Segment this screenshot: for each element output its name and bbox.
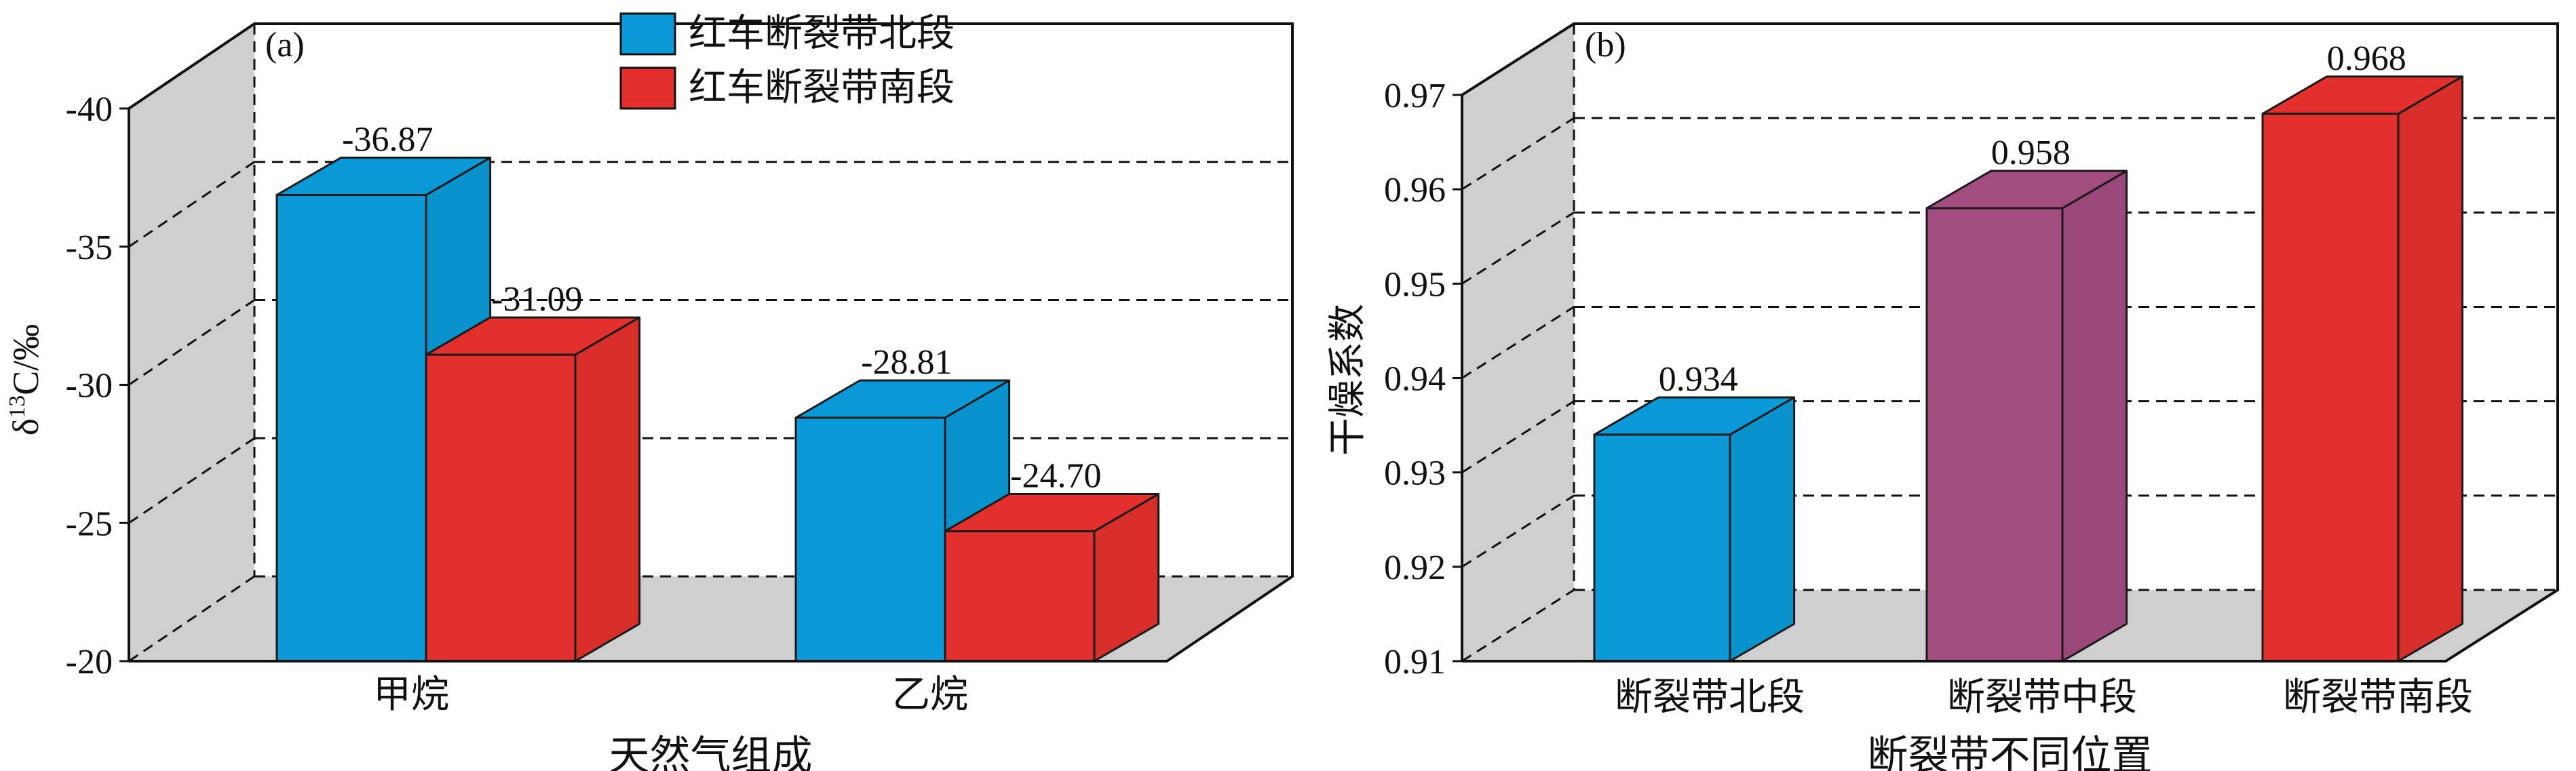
y-tick-label: -30 [66, 367, 113, 406]
x-tick-label: 断裂带北段 [1615, 675, 1805, 719]
gridline [1461, 306, 1575, 379]
gridline [1461, 589, 1575, 663]
bar-1-value-label: 0.958 [1991, 134, 2071, 172]
bar-south-0 [425, 353, 577, 663]
bar-south-0-value-label: -31.09 [491, 280, 582, 319]
bar-north-0 [275, 194, 427, 663]
bar-south-1-value-label: -24.70 [1010, 456, 1101, 495]
y-tick-label: 0.97 [1384, 77, 1446, 115]
y-tick-label: 0.94 [1384, 360, 1446, 399]
y-tick-label: -20 [66, 643, 113, 681]
gridline [128, 299, 255, 386]
y-tick-label: -25 [66, 505, 113, 543]
y-tick-label: 0.92 [1384, 549, 1446, 587]
bar-north-0-value-label: -36.87 [342, 121, 433, 159]
panel-b: 0.934 断裂带北段 0.958 断裂带中段 0.968 断裂带南段 0.97 0.96 0.… [1326, 22, 2559, 771]
x-axis-title: 断裂带不同位置 [1868, 732, 2153, 771]
bar-2 [2261, 113, 2400, 663]
gridline [128, 161, 255, 248]
bar-0-side [1729, 396, 1796, 663]
bar-0-value-label: 0.934 [1659, 360, 1738, 399]
y-tick-label: -35 [66, 229, 113, 267]
legend-swatch-1 [619, 66, 676, 110]
panel-a: -36.87 -31.09 甲烷 -28.81 -24.70 乙烷 -40 -35 -30 -25… [5, 12, 1294, 771]
bar-south-1 [944, 530, 1096, 663]
y-tick-label: 0.91 [1384, 643, 1446, 681]
y-tick-label: 0.96 [1384, 171, 1446, 210]
bar-south-0-side [574, 316, 641, 663]
legend-label-1: 红车断裂带南段 [689, 66, 955, 110]
x-axis-title: 天然气组成 [609, 732, 813, 771]
legend-label-0: 红车断裂带北段 [689, 12, 955, 56]
y-tick-label: 0.95 [1384, 265, 1446, 304]
x-tick-label: 断裂带中段 [1947, 675, 2137, 719]
gridline [1461, 117, 1575, 191]
gridline [128, 575, 255, 663]
gridline [128, 437, 255, 524]
y-axis-title: δ13C/‰ [5, 324, 46, 435]
y-axis-title: 干燥系数 [1326, 304, 1370, 456]
panel-label: (b) [1585, 26, 1626, 64]
x-tick-label: 甲烷 [373, 673, 449, 717]
bar-1 [1925, 207, 2064, 663]
side-wall [1462, 24, 1574, 661]
panel-label: (a) [265, 26, 305, 64]
x-tick-label: 乙烷 [892, 673, 968, 717]
x-tick-label: 断裂带南段 [2283, 675, 2473, 719]
bar-0 [1593, 433, 1731, 663]
gridline [1461, 400, 1575, 473]
y-tick-label: -40 [66, 90, 113, 129]
bar-2-side [2397, 75, 2464, 663]
bar-north-1 [794, 416, 946, 663]
y-tick-label: 0.93 [1384, 454, 1446, 493]
bar-north-1-value-label: -28.81 [861, 343, 952, 382]
gridline [1461, 494, 1575, 568]
gridline [1461, 212, 1575, 285]
bar-2-value-label: 0.968 [2327, 39, 2406, 78]
legend-swatch-0 [619, 12, 676, 56]
bar-1-side [2061, 170, 2128, 663]
